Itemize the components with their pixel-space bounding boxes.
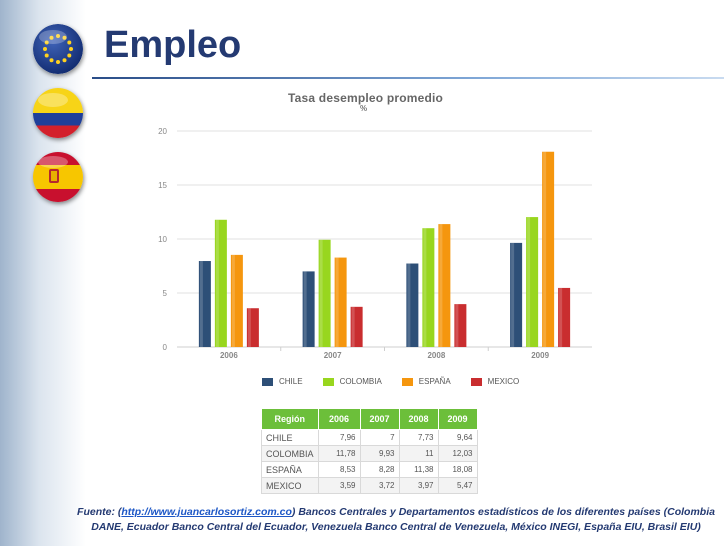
bar-chart: 0 5 10 15 20 2006 2007 2008 2009	[158, 127, 592, 360]
bar-highlight	[455, 304, 459, 347]
bar-highlight	[527, 217, 531, 347]
bar-españa-2008	[438, 224, 451, 347]
bar-españa-2007	[334, 257, 347, 347]
bar-colombia-2009	[526, 217, 539, 347]
table-row: ESPAÑA 8,53 8,28 11,38 18,08	[261, 461, 478, 478]
spain-flag-icon	[33, 152, 83, 202]
table-row: COLOMBIA 11,78 9,93 11 12,03	[261, 445, 478, 462]
data-table: Región 2006 2007 2008 2009 CHILE 7,96 7 …	[261, 408, 478, 494]
table-cell: 9,93	[359, 445, 400, 462]
x-tick-label: 2008	[427, 351, 445, 360]
legend-label-colombia: COLOMBIA	[339, 377, 382, 386]
table-row: MEXICO 3,59 3,72 3,97 5,47	[261, 477, 478, 494]
source-link[interactable]: http://www.juancarlosortiz.com.co	[121, 506, 292, 518]
footer-prefix: Fuente: (	[77, 506, 122, 518]
chart-legend: CHILE COLOMBIA ESPAÑA MEXICO	[262, 377, 539, 386]
bar-highlight	[335, 257, 339, 347]
legend-item-colombia: COLOMBIA	[322, 377, 382, 386]
table-cell: MEXICO	[261, 477, 319, 494]
bar-highlight	[407, 263, 411, 347]
legend-label-chile: CHILE	[279, 377, 303, 386]
bar-españa-2006	[230, 254, 243, 347]
legend-swatch-mexico	[470, 377, 482, 386]
source-footer: Fuente: (http://www.juancarlosortiz.com.…	[66, 505, 726, 535]
table-cell: 7	[359, 429, 400, 446]
bar-mexico-2009	[558, 287, 571, 347]
chart-title: Tasa desempleo promedio	[288, 91, 444, 105]
table-cell: ESPAÑA	[261, 461, 319, 478]
title-divider	[92, 77, 724, 79]
bar-highlight	[351, 306, 355, 347]
sidebar-background	[0, 0, 86, 546]
legend-swatch-chile	[262, 377, 273, 386]
bar-chile-2007	[302, 271, 315, 347]
bar-highlight	[423, 228, 427, 347]
bar-españa-2009	[542, 151, 555, 347]
table-cell: 11,78	[317, 445, 361, 462]
bar-chile-2009	[510, 242, 523, 347]
bar-highlight	[215, 219, 219, 347]
table-cell: 8,28	[359, 461, 400, 478]
legend-item-chile: CHILE	[262, 377, 303, 386]
footer-line1: ) Bancos Centrales y Departamentos estad…	[291, 506, 715, 518]
legend-item-mexico: MEXICO	[470, 377, 520, 386]
footer-line2: DANE, Ecuador Banco Central del Ecuador,…	[91, 521, 701, 533]
table-cell: 3,97	[398, 477, 439, 494]
x-tick-label: 2007	[324, 351, 342, 360]
bar-highlight	[319, 239, 323, 347]
bar-colombia-2008	[422, 228, 435, 347]
chart-unit: %	[360, 104, 368, 113]
bar-colombia-2006	[214, 219, 227, 347]
table-cell: 7,96	[317, 429, 361, 446]
table-cell: COLOMBIA	[261, 445, 319, 462]
bar-highlight	[511, 242, 515, 347]
table-header-row: Región 2006 2007 2008 2009	[261, 408, 478, 430]
bar-highlight	[543, 151, 547, 347]
table-cell: 11,38	[398, 461, 439, 478]
table-cell: 11	[398, 445, 439, 462]
bar-chile-2008	[406, 263, 419, 347]
legend-label-espana: ESPAÑA	[418, 377, 451, 386]
table-cell: CHILE	[261, 429, 319, 446]
bar-chile-2006	[198, 261, 211, 347]
y-tick-label: 0	[163, 343, 168, 352]
bar-highlight	[231, 254, 235, 347]
table-cell: 18,08	[437, 461, 478, 478]
page-title: Empleo	[104, 24, 242, 66]
y-tick-label: 20	[158, 127, 167, 136]
table-cell: 3,59	[317, 477, 361, 494]
bar-highlight	[439, 224, 443, 347]
table-cell: 7,73	[398, 429, 439, 446]
table-cell: 3,72	[359, 477, 400, 494]
bar-highlight	[303, 271, 307, 347]
legend-item-espana: ESPAÑA	[401, 377, 451, 386]
table-header-2006: 2006	[317, 408, 361, 430]
table-cell: 5,47	[437, 477, 478, 494]
table-cell: 8,53	[317, 461, 361, 478]
bar-mexico-2008	[454, 304, 467, 347]
table-header-region: Región	[261, 408, 319, 430]
table-header-2009: 2009	[437, 408, 478, 430]
table-row: CHILE 7,96 7 7,73 9,64	[261, 429, 478, 446]
bar-highlight	[247, 308, 251, 347]
table-header-2007: 2007	[359, 408, 400, 430]
bar-mexico-2007	[350, 306, 363, 347]
table-cell: 12,03	[437, 445, 478, 462]
legend-label-mexico: MEXICO	[487, 377, 520, 386]
table-header-2008: 2008	[398, 408, 439, 430]
bar-colombia-2007	[318, 239, 331, 347]
legend-swatch-colombia	[322, 377, 334, 386]
legend-swatch-espana	[401, 377, 413, 386]
y-tick-label: 15	[158, 181, 167, 190]
bar-highlight	[199, 261, 203, 347]
y-tick-label: 5	[163, 289, 168, 298]
y-tick-label: 10	[158, 235, 167, 244]
eu-flag-icon	[33, 24, 83, 74]
x-tick-label: 2009	[531, 351, 549, 360]
table-cell: 9,64	[437, 429, 478, 446]
x-tick-label: 2006	[220, 351, 238, 360]
bar-highlight	[559, 287, 563, 347]
bar-mexico-2006	[246, 308, 259, 347]
